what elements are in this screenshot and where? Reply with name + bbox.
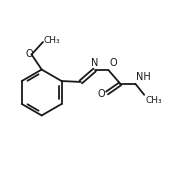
- Text: O: O: [97, 89, 105, 99]
- Text: CH₃: CH₃: [44, 36, 61, 45]
- Text: CH₃: CH₃: [145, 96, 162, 105]
- Text: N: N: [91, 58, 99, 68]
- Text: O: O: [109, 58, 117, 68]
- Text: O: O: [26, 49, 33, 59]
- Text: NH: NH: [136, 72, 150, 82]
